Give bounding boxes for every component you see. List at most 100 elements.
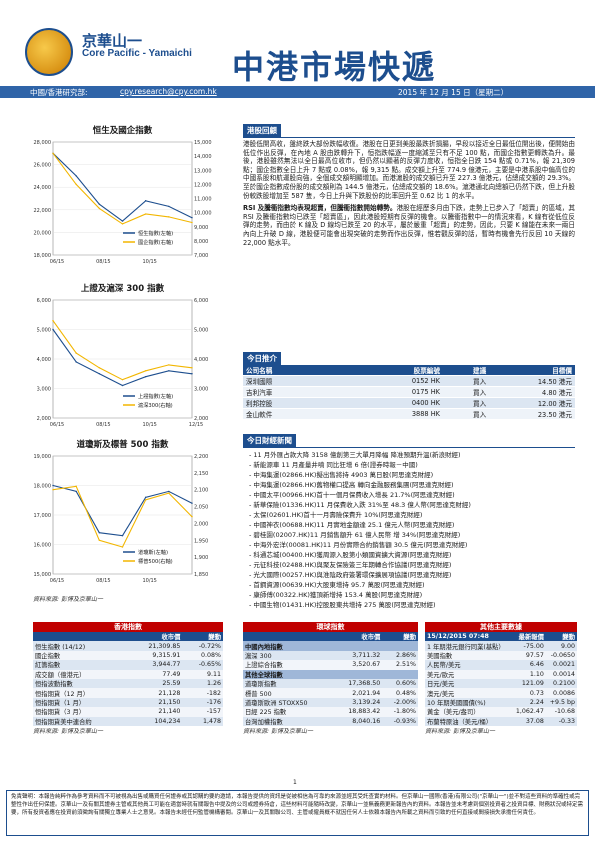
chart-hsi-hscei: 恒生及國企指數 28,000 26,000 24,000 22,000 20,000 18… (25, 124, 220, 270)
news-item: 科通芯城(00400.HK)獲周源入股第小類國資擴大資源(阿思達克財經) (249, 550, 575, 560)
legend-label: 道瓊斯(左軸) (138, 548, 168, 556)
section-divider (243, 447, 575, 448)
value-cell: 21,150 (127, 698, 183, 707)
label-cell: 恒指期貨美中連合約 (33, 717, 127, 726)
column-header (33, 632, 127, 641)
value-cell: 37.08 (512, 717, 546, 726)
table-row: 恒生指數 (14/12) 21,309.85 -0.72% (33, 641, 223, 650)
value-cell: 21,140 (127, 707, 183, 716)
value-cell: 0.0021 (546, 660, 577, 669)
table-header-row: 收市價 變動 (33, 632, 223, 641)
table-header-row: 15/12/2015 07:48 最新報價 變動 (425, 632, 577, 641)
data-point (99, 367, 100, 368)
financial-news-section: 今日財經新聞 11 月外匯占款大降 3158 億創第三大單月降幅 降准預期升溫(… (243, 434, 575, 610)
left-tick-label: 28,000 (34, 140, 52, 146)
data-point (145, 370, 146, 371)
table-row: 黃金（美元/盎司） 1,062.47 -10.68 (425, 707, 577, 716)
value-cell: -10.68 (546, 707, 577, 716)
table-source-note: 資料來源: 彭博及京華山一 (33, 726, 223, 735)
label-cell: 美元/歐元 (425, 670, 512, 679)
value-cell: 97.57 (512, 651, 546, 660)
financial-news-heading: 今日財經新聞 (243, 434, 296, 447)
column-header (243, 632, 333, 641)
value-cell: 25.59 (127, 679, 183, 688)
chart-source-note: 資料來源: 彭博及京華山一 (33, 594, 103, 603)
table-caption-row: 其他主要數據 (425, 622, 577, 632)
news-item: 元征科技(02488.HK)與聚友保險簽三年期轉合作協議(阿思達克財經) (249, 560, 575, 570)
news-item: 太保(02601.HK)首十一月壽險保費升 10%(阿思達克財經) (249, 510, 575, 520)
data-point (145, 376, 146, 377)
table-header-row: 公司名稱 股票編號 建議 目標價 (243, 365, 575, 376)
label-cell: 恒指期貨（12 月） (33, 688, 127, 697)
column-header: 變動 (182, 632, 223, 641)
x-tick-label: 10/15 (142, 578, 156, 584)
right-tick-label: 12,000 (194, 182, 212, 188)
left-tick-label: 5,000 (37, 328, 51, 334)
label-cell: 台灣加權指數 (243, 717, 333, 726)
data-point (145, 200, 146, 201)
hk-indices-table: 香港指數 收市價 變動 恒生指數 (14/12) 21,309.85 -0.72% 國企指數… (33, 622, 223, 726)
label-cell: 1 年期港元銀行同業(基點） (425, 641, 512, 650)
value-cell: 0.2100 (546, 679, 577, 688)
data-point (75, 361, 76, 362)
data-point (168, 492, 169, 493)
right-tick-label: 11,000 (194, 197, 212, 203)
table-row: 美元/歐元 1.10 0.0014 (425, 670, 577, 679)
right-tick-label: 2,050 (194, 505, 208, 511)
label-cell: 滬深 300 (243, 651, 333, 660)
report-date: 2015 年 12 月 15 日（星期二） (398, 87, 508, 98)
column-header: 收市價 (333, 632, 382, 641)
right-tick-label: 1,850 (194, 572, 208, 578)
table-header-row: 收市價 變動 (243, 632, 418, 641)
label-cell: 黃金（美元/盎司） (425, 707, 512, 716)
news-item: 11 月外匯占款大降 3158 億創第三大單月降幅 降准預期升溫(新浪財經) (249, 450, 575, 460)
right-tick-label: 1,950 (194, 538, 208, 544)
chart-hsi-hscei-plot: 28,00026,00024,00022,00020,00018,00015,0… (25, 136, 220, 271)
right-tick-label: 13,000 (194, 168, 212, 174)
value-cell: 21,309.85 (127, 641, 183, 650)
company-name-cell: 吉利汽車 (243, 387, 353, 398)
table-row: 布蘭特原油（美元/桶） 37.08 -0.33 (425, 717, 577, 726)
legend-label: 上證指數(左軸) (138, 392, 173, 400)
world-indices-table-block: 環球指數 收市價 變動 中國內地指數 滬深 300 3,711.32 2.86% 上證綜合指數… (243, 622, 418, 735)
market-review-bold-lead: RSI 及騰衝指數均表現超賣，但騰衝指數開始轉勢。 (243, 204, 396, 212)
legend-label: 滬深300(右軸) (138, 401, 173, 409)
company-name-cell: 金山軟件 (243, 409, 353, 420)
table-row: 美國指數 97.57 -0.0650 (425, 651, 577, 660)
right-tick-label: 10,000 (194, 211, 212, 217)
chart-shanghai-csi300: 上證及滬深 300 指數 6,000 5,000 4,000 3,000 2,000 6,… (25, 282, 220, 432)
right-tick-label: 1,900 (194, 555, 208, 561)
left-tick-label: 18,000 (34, 484, 52, 490)
data-point (168, 491, 169, 492)
value-cell: -0.65% (182, 660, 223, 669)
table-caption: 其他主要數據 (425, 622, 577, 632)
subheader-row: 其他全球指數 (243, 670, 418, 679)
x-tick-label: 10/15 (142, 422, 156, 428)
value-cell: -75.00 (512, 641, 546, 650)
subheader: 其他全球指數 (243, 670, 418, 679)
table-row: 1 年期港元銀行同業(基點） -75.00 9.00 (425, 641, 577, 650)
market-review-paragraph-2: RSI 及騰衝指數均表現超賣，但騰衝指數開始轉勢。港股在經歷多月由下跌，走勢上已… (243, 204, 575, 247)
left-tick-label: 18,000 (34, 253, 52, 259)
data-point (168, 364, 169, 365)
value-cell: 1.10 (512, 670, 546, 679)
label-cell: 道瓊斯歐洲 STOXX50 (243, 698, 333, 707)
x-tick-label: 12/15 (189, 422, 203, 428)
table-row: 日元/美元 121.09 0.2100 (425, 679, 577, 688)
left-tick-label: 15,000 (34, 572, 52, 578)
data-point (52, 485, 53, 486)
value-cell: 2.51% (382, 660, 418, 669)
table-row: 恒指期貨美中連合約 104,234 1,478 (33, 717, 223, 726)
stock-picks-section: 今日推介 公司名稱 股票編號 建議 目標價 深圳國際 0152 HK 買入 14.50… (243, 352, 575, 420)
value-cell: -157 (182, 707, 223, 716)
left-tick-label: 6,000 (37, 298, 51, 304)
table-row: 人民幣/美元 6.46 0.0021 (425, 660, 577, 669)
value-cell: 0.48% (382, 688, 418, 697)
column-header: 建議 (443, 365, 498, 376)
data-point (122, 535, 123, 536)
research-email-link[interactable]: cpy.research@cpy.com.hk (120, 87, 217, 96)
value-cell: 21,128 (127, 688, 183, 697)
data-point (99, 203, 100, 204)
table-caption: 香港指數 (33, 622, 223, 632)
right-tick-label: 4,000 (194, 357, 208, 363)
